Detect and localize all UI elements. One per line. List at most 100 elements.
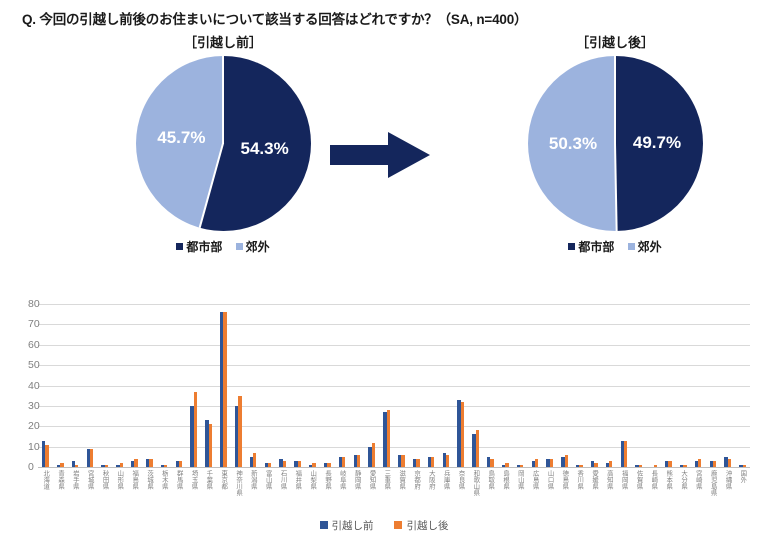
bar-group: [439, 304, 454, 467]
bar-before: [279, 458, 283, 467]
bar-after: [149, 458, 153, 467]
bar-before: [145, 458, 150, 467]
x-axis-tick-label: 愛知県: [368, 470, 376, 490]
bar-before: [338, 456, 343, 467]
x-axis-tick-label: 和歌山県: [472, 470, 480, 496]
bar-after: [490, 458, 494, 467]
bar-group: [290, 304, 305, 467]
legend-swatch-icon: [235, 243, 243, 251]
bar-group: [172, 304, 187, 467]
bar-after: [401, 454, 405, 467]
legend-swatch-icon: [568, 243, 576, 251]
y-axis-tick-label: 50: [28, 359, 40, 372]
bar-legend-label: 引越し後: [406, 520, 449, 532]
pie-wrap-before: 54.3% 45.7%: [135, 56, 311, 231]
bar-before: [501, 464, 506, 467]
bar-before: [383, 412, 387, 467]
pie-chart-after: ［引越し後］ 49.7% 50.3% 都市部 郊外: [500, 34, 730, 255]
bar-after: [712, 460, 717, 467]
bar-before: [398, 454, 402, 467]
bar-after: [164, 464, 168, 467]
bar-before: [472, 434, 476, 467]
gridline: [38, 426, 750, 428]
bar-group: [142, 304, 157, 467]
pie-wrap-after: 49.7% 50.3%: [527, 56, 703, 232]
pie-legend-item-kougai: 郊外: [235, 238, 270, 255]
bar-group: [231, 304, 246, 467]
bar-before: [531, 460, 535, 467]
prefecture-bar-chart: 0 10 20 30 40 50 60 70 80 北海道 青森県 岩手県 宮城県 秋田県 山形県 福島県茨…: [0, 290, 768, 542]
gridline: [38, 446, 750, 448]
bar-after: [416, 458, 420, 467]
bar-after: [742, 464, 746, 467]
bar-group: [542, 304, 557, 467]
bar-after: [520, 464, 524, 467]
x-axis-tick-label: 島根県: [502, 470, 510, 490]
x-axis-tick-label: 東京都: [220, 470, 228, 490]
x-axis-tick-label: 長崎県: [650, 470, 658, 490]
bar-after: [356, 454, 361, 467]
bar-before: [635, 464, 639, 467]
bar-before: [590, 460, 595, 467]
bar-after: [386, 409, 390, 467]
x-axis-tick-label: 愛媛県: [591, 470, 599, 490]
bar-before: [516, 464, 521, 467]
bar-after: [89, 448, 94, 467]
bar-before: [86, 448, 90, 467]
bar-group: [275, 304, 290, 467]
x-axis-tick-label: 石川県: [279, 470, 287, 490]
bar-group: [424, 304, 439, 467]
bar-before: [249, 456, 254, 467]
bar-before: [709, 460, 713, 467]
x-axis-tick-label: 佐賀県: [635, 470, 643, 490]
bar-after: [223, 312, 227, 467]
bar-group: [112, 304, 127, 467]
bar-group: [720, 304, 735, 467]
x-axis-tick-label: 鹿児島県: [709, 470, 717, 496]
bar-before: [234, 405, 239, 467]
bar-before: [442, 452, 446, 467]
x-axis-tick-label: 静岡県: [353, 470, 361, 490]
bar-after: [60, 462, 64, 467]
x-axis-tick-label: 大阪府: [427, 470, 435, 490]
x-axis-tick-label: 香川県: [576, 470, 584, 490]
bar-before: [457, 399, 461, 467]
bar-before: [160, 464, 165, 467]
x-axis-tick-label: 福井県: [294, 470, 302, 490]
pie-legend-item-toshibu: 都市部: [176, 238, 222, 255]
bar-group: [201, 304, 216, 467]
bar-before: [546, 458, 550, 467]
bar-before: [294, 460, 298, 467]
x-axis-tick-label: 千葉県: [205, 470, 213, 490]
gridline: [38, 324, 750, 326]
bar-after: [534, 458, 539, 467]
bar-after: [178, 460, 183, 467]
bar-group: [646, 304, 661, 467]
bar-group: [394, 304, 409, 467]
y-axis-tick-label: 0: [28, 461, 34, 473]
y-axis-tick-label: 10: [28, 440, 40, 453]
x-axis-tick-label: 徳島県: [561, 470, 569, 490]
bar-after: [460, 401, 465, 467]
y-axis-tick-label: 40: [28, 379, 40, 392]
bar-group: [157, 304, 172, 467]
bar-before: [605, 462, 610, 467]
page-title: Q. 今回の引越し前後のお住まいについて該当する回答はどれですか？（SA, n=…: [22, 12, 528, 27]
y-axis-tick-label: 80: [28, 298, 40, 310]
bar-group: [706, 304, 721, 467]
legend-swatch-icon: [319, 521, 328, 530]
bar-group: [735, 304, 750, 467]
x-axis-tick-label: 奈良県: [457, 470, 465, 490]
bar-after: [45, 444, 49, 467]
x-axis-tick-label: 福島県: [131, 470, 139, 490]
pie-legend-label: 郊外: [245, 240, 270, 254]
bar-after: [698, 458, 702, 467]
x-axis-tick-label: 群馬県: [175, 470, 183, 490]
pie-caption-before: ［引越し前］: [183, 35, 262, 50]
bar-group: [335, 304, 350, 467]
x-axis-tick-label: 山口県: [546, 470, 554, 490]
y-axis-tick-label: 70: [28, 318, 40, 331]
x-axis-tick-label: 宮城県: [86, 470, 94, 490]
pie-slice-label-kougai: 50.3%: [548, 133, 598, 153]
x-axis-tick-label: 沖縄県: [724, 470, 732, 490]
